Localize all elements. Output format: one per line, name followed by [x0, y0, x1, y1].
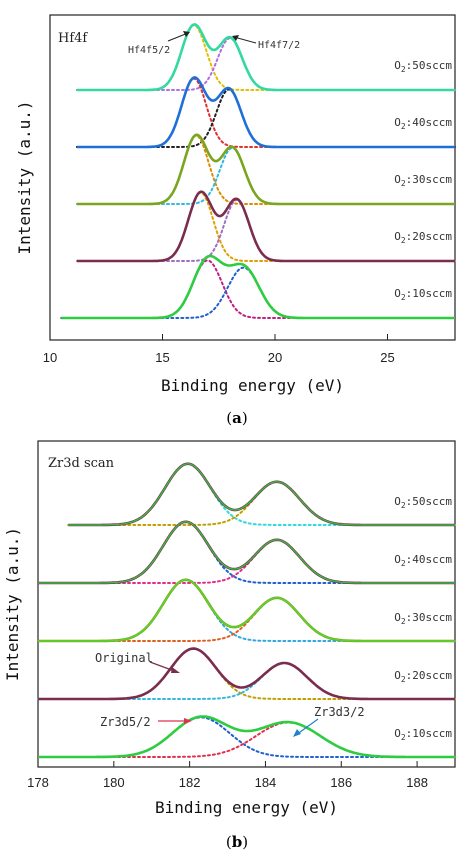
envelope-line [77, 190, 455, 263]
series-label: O2:40sccm [394, 553, 452, 568]
spectrum-o2-20sccm [76, 190, 456, 263]
component-peak-2 [37, 662, 456, 700]
series-label: O2:10sccm [394, 727, 452, 742]
plot-frame [37, 440, 456, 768]
annotation-hf4f7: Hf4f7/2 [258, 40, 300, 51]
component-peak-2 [37, 538, 456, 584]
annotation-arrow [295, 718, 319, 736]
series-label: O2:20sccm [394, 669, 452, 684]
x-tick-label: 10 [43, 350, 57, 365]
x-tick-label: 186 [330, 775, 352, 790]
x-axis-label: Binding energy (eV) [155, 798, 338, 817]
fit-line [68, 463, 455, 526]
x-tick-label: 180 [103, 775, 125, 790]
envelope-line [38, 715, 455, 759]
component-peak-1 [76, 24, 456, 91]
envelope-line [38, 647, 455, 701]
annotation-arrowhead [171, 667, 180, 673]
x-tick-label: 25 [380, 350, 394, 365]
spectrum-o2-50sccm [67, 462, 456, 527]
spectrum-o2-50sccm [76, 23, 456, 92]
series-label: O2:20sccm [394, 230, 452, 245]
envelope-line [61, 254, 455, 320]
chart-panel-a: 10 15 20 25 Binding energy (eV) Intensity (a.… [15, 14, 456, 395]
fit-line [38, 579, 455, 642]
envelope-line [77, 76, 455, 149]
annotation-arrowhead [184, 718, 192, 724]
annotation-arrow [233, 36, 257, 44]
spectrum-o2-30sccm [37, 578, 456, 643]
x-axis-label: Binding energy (eV) [161, 376, 344, 395]
x-tick-label: 15 [155, 350, 169, 365]
x-tick-label: 20 [268, 350, 282, 365]
component-peak-1 [37, 520, 456, 584]
spectrum-o2-40sccm [37, 520, 456, 585]
spectrum-o2-10sccm [37, 715, 456, 759]
envelope-line [38, 578, 455, 643]
annotation-zr3d3: Zr3d3/2 [314, 705, 365, 719]
component-peak-2 [37, 596, 456, 642]
y-axis-label: Intensity (a.u.) [3, 527, 22, 681]
series-label: O2:30sccm [394, 611, 452, 626]
inset-title: Zr3d scan [48, 456, 115, 471]
annotation-arrowhead [232, 35, 239, 41]
envelope-line [38, 520, 455, 585]
annotation-arrowhead [293, 729, 301, 737]
panel-a-caption: (a) [226, 409, 248, 427]
panel-b-label: b [231, 833, 243, 851]
annotation-arrowhead [183, 31, 190, 37]
chart-panel-b: 178 180 182 184 186 188 Binding energy (eV) Int… [3, 440, 456, 817]
series-label: O2:50sccm [394, 59, 452, 74]
annotation-original: Original [95, 651, 153, 665]
spectrum-o2-10sccm [60, 254, 456, 320]
spectrum-o2-20sccm [37, 647, 456, 701]
panel-b-caption: (b) [225, 833, 249, 851]
series-label: O2:30sccm [394, 173, 452, 188]
annotation-zr3d5: Zr3d5/2 [100, 715, 151, 729]
x-tick-label: 182 [179, 775, 201, 790]
y-axis-label: Intensity (a.u.) [15, 100, 34, 254]
x-tick-label: 188 [406, 775, 428, 790]
series-label: O2:40sccm [394, 116, 452, 131]
x-tick-label: 178 [27, 775, 49, 790]
plot-frame [49, 14, 456, 341]
fit-line [38, 521, 455, 584]
spectrum-o2-40sccm [76, 76, 456, 149]
envelope-line [77, 23, 455, 92]
panel-a-label: a [232, 409, 242, 427]
component-peak-1 [37, 578, 456, 642]
inset-title: Hf4f [58, 31, 88, 46]
series-label: O2:50sccm [394, 495, 452, 510]
spectrum-o2-30sccm [76, 133, 456, 206]
x-tick-label: 184 [255, 775, 277, 790]
series-label: O2:10sccm [394, 287, 452, 302]
annotation-hf4f5: Hf4f5/2 [128, 45, 170, 56]
envelope-line [77, 133, 455, 206]
